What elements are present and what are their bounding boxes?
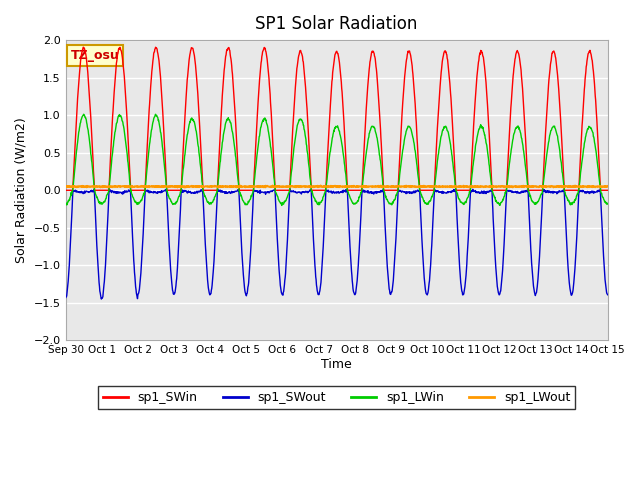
Title: SP1 Solar Radiation: SP1 Solar Radiation [255, 15, 418, 33]
X-axis label: Time: Time [321, 358, 352, 371]
Text: TZ_osu: TZ_osu [71, 49, 120, 62]
Legend: sp1_SWin, sp1_SWout, sp1_LWin, sp1_LWout: sp1_SWin, sp1_SWout, sp1_LWin, sp1_LWout [98, 386, 575, 409]
Y-axis label: Solar Radiation (W/m2): Solar Radiation (W/m2) [15, 118, 28, 263]
